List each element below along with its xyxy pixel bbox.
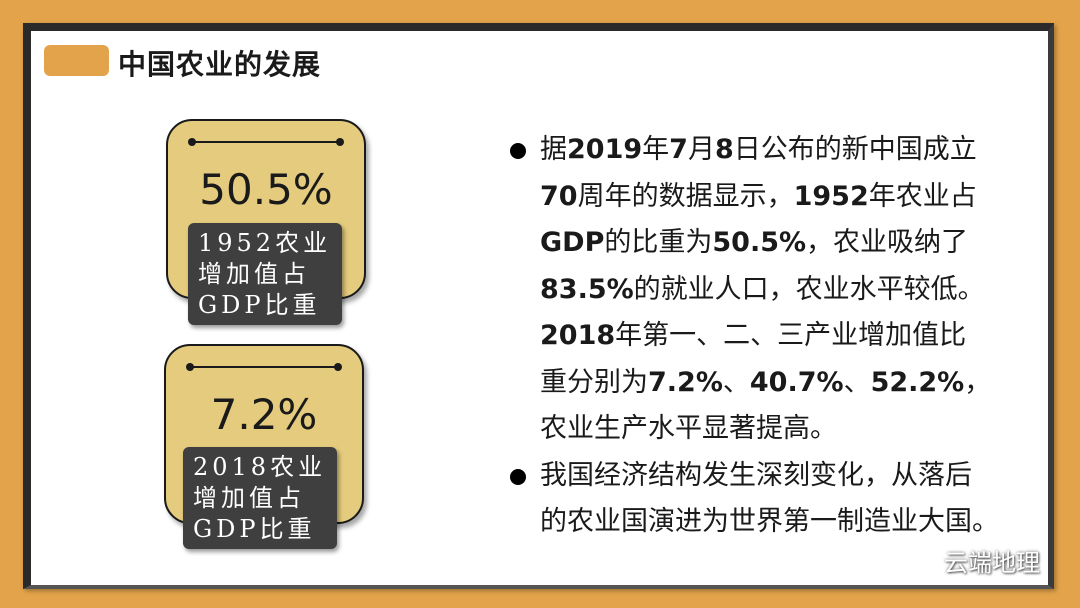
text-segment: 年农业占 <box>868 180 977 212</box>
bullet-item: 我国经济结构发生深刻变化，从落后 的农业国演进为世界第一制造业大国。 <box>508 453 1028 546</box>
wechat-icon <box>908 549 937 572</box>
stat-label: 2018农业 增加值占 GDP比重 <box>183 447 337 549</box>
watermark: 云端地理 <box>908 543 1040 578</box>
stat-value: 50.5% <box>199 165 333 214</box>
page-title: 中国农业的发展 <box>118 48 322 81</box>
stat-label: 1952农业 增加值占 GDP比重 <box>188 223 342 325</box>
text-segment: 周年的数据显示， <box>577 180 794 212</box>
text-segment: ，农业吸纳了 <box>806 227 969 258</box>
bullet-dot-icon <box>510 143 526 159</box>
bullet-text: 我国经济结构发生深刻变化，从落后 的农业国演进为世界第一制造业大国。 <box>540 453 1028 546</box>
text-segment: 7 <box>669 134 688 165</box>
bullet-item: 据2019年7月8日公布的新中国成立 70周年的数据显示，1952年农业占 GD… <box>508 127 1028 453</box>
stat-value: 7.2% <box>210 390 318 439</box>
text-segment: 52.2% <box>870 366 965 398</box>
text-segment: 40.7% <box>749 366 844 398</box>
text-segment: 50.5% <box>712 227 807 258</box>
text-segment: 2018 <box>540 320 616 351</box>
text-segment: 7.2% <box>648 366 723 398</box>
bullet-text: 据2019年7月8日公布的新中国成立 70周年的数据显示，1952年农业占 GD… <box>540 127 1028 453</box>
text-segment: 2019 <box>567 134 643 165</box>
text-segment: 70 <box>540 180 578 212</box>
text-segment: 、 <box>843 366 871 398</box>
text-segment: 、 <box>722 366 750 398</box>
text-segment: 的就业人口，农业水平较低。 <box>633 273 985 305</box>
text-segment: 月 <box>687 134 715 165</box>
text-segment: 83.5% <box>540 273 634 305</box>
text-segment: 据 <box>540 134 567 165</box>
bullet-list: 据2019年7月8日公布的新中国成立 70周年的数据显示，1952年农业占 GD… <box>508 127 1028 546</box>
text-segment: GDP <box>540 227 605 258</box>
text-segment: ， 农业生产水平显著提高。 <box>540 366 992 445</box>
card-divider-line <box>186 363 342 371</box>
text-segment: 的比重为 <box>604 227 713 258</box>
text-segment: 1952 <box>793 180 869 212</box>
bullet-dot-icon <box>510 468 526 485</box>
text-segment: 我国经济结构发生深刻变化，从落后 的农业国演进为世界第一制造业大国。 <box>540 459 999 538</box>
text-segment: 日公布的新中国成立 <box>733 134 977 165</box>
card-divider-line <box>188 138 344 146</box>
text-segment: 年第一、二、三产业增加值比 重分别为 <box>540 320 967 398</box>
text-segment: 年 <box>642 134 670 165</box>
title-accent-bar <box>44 45 109 76</box>
watermark-text: 云端地理 <box>944 549 1040 577</box>
text-segment: 8 <box>714 134 734 165</box>
slide: 中国农业的发展 50.5% 1952农业 增加值占 GDP比重 7.2% 201… <box>23 23 1054 589</box>
